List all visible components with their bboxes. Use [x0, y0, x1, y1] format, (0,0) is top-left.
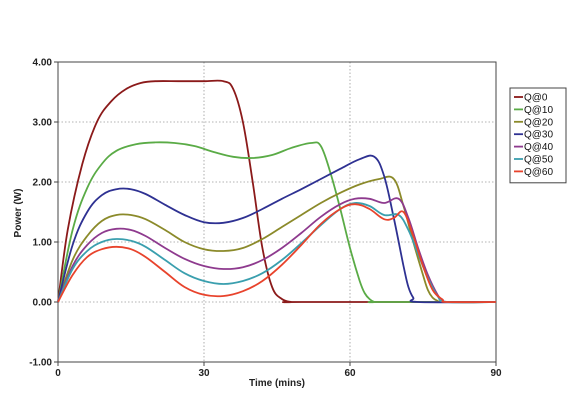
- x-axis-label: Time (mins): [249, 378, 305, 389]
- series-line-Q-at-40: [57, 197, 497, 304]
- x-tick-label: 90: [490, 368, 502, 379]
- legend-label: Q@10: [524, 105, 553, 116]
- grid: [58, 62, 496, 362]
- y-axis-label: Power (W): [13, 189, 24, 238]
- legend-label: Q@50: [524, 155, 553, 166]
- legend: Q@0Q@10Q@20 Q@30Q@40 Q@50Q@60: [509, 87, 567, 184]
- y-tick-label: -1.00: [29, 358, 52, 369]
- y-tick-label: 2.00: [33, 178, 53, 189]
- series-line-Q-at-30: [57, 154, 497, 304]
- series-line-Q-at-20: [57, 175, 497, 303]
- series-line-Q-at-0: [57, 79, 496, 304]
- legend-box: [509, 87, 567, 184]
- tick-labels: -1.00 0.00 1.00 2.00 3.00 4.00 0 30 60 90: [29, 58, 502, 380]
- series-line-Q-at-50: [57, 201, 497, 304]
- plot-frame: [57, 61, 497, 363]
- y-tick-label: 0.00: [33, 298, 53, 309]
- y-tick-label: 3.00: [33, 118, 53, 129]
- legend-label: Q@0: [524, 93, 548, 104]
- legend-label: Q@20: [524, 117, 553, 128]
- y-tick-label: 1.00: [33, 238, 53, 249]
- y-tick-label: 4.00: [33, 58, 53, 69]
- series-lines: [57, 79, 497, 304]
- series-line-Q-at-60: [57, 203, 497, 304]
- legend-label: Q@30: [524, 130, 553, 141]
- x-tick-label: 30: [198, 368, 210, 379]
- x-tick-label: 60: [344, 368, 356, 379]
- legend-label: Q@40: [524, 142, 553, 153]
- x-tick-label: 0: [55, 368, 61, 379]
- legend-label: Q@60: [524, 167, 553, 178]
- axes: [54, 61, 497, 366]
- series-line-Q-at-10: [57, 141, 496, 304]
